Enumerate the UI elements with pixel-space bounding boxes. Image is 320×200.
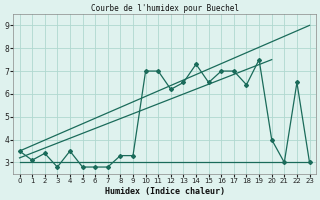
X-axis label: Humidex (Indice chaleur): Humidex (Indice chaleur) <box>105 187 225 196</box>
Title: Courbe de l'humidex pour Buechel: Courbe de l'humidex pour Buechel <box>91 4 238 13</box>
